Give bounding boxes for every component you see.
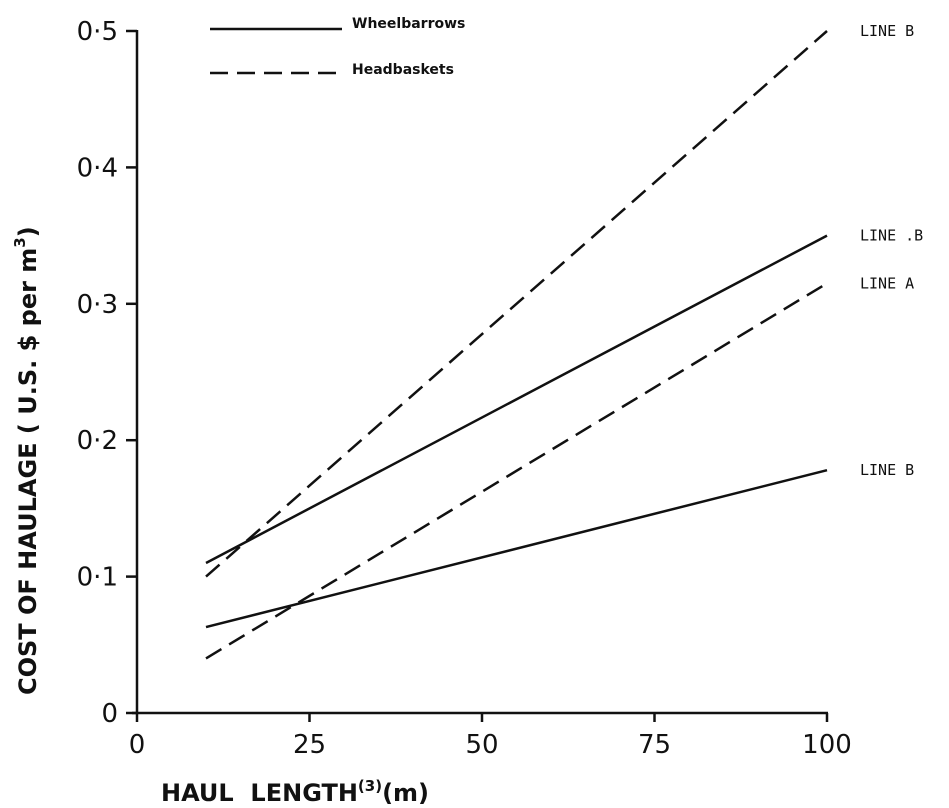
series-line-headbaskets-2 [205, 282, 828, 660]
axes [132, 30, 828, 715]
y-tick-label: 0·3 [77, 290, 118, 320]
x-axis-title-superscript: (3) [358, 777, 382, 795]
series-line-headbaskets-0 [205, 30, 828, 578]
legend-label-headbaskets: Headbaskets [352, 62, 454, 78]
x-tick-label: 0 [129, 730, 146, 760]
series-end-label: LINE B [860, 461, 914, 479]
y-tick-label: 0·5 [77, 17, 118, 47]
series-end-label: LINE A [860, 274, 914, 292]
x-tick-label: 75 [638, 730, 671, 760]
x-axis-title-unit: (m) [382, 779, 429, 807]
legend-label-wheelbarrows: Wheelbarrows [352, 16, 465, 32]
series-line-wheelbarrows-1 [205, 234, 828, 565]
y-tick-label: 0·4 [77, 153, 118, 183]
x-tick-label: 100 [802, 730, 852, 760]
series-end-label: LINE .B [860, 227, 923, 245]
x-axis-title-main: HAUL LENGTH [161, 779, 358, 807]
legend: Wheelbarrows Headbaskets [210, 16, 465, 78]
line-labels: LINE B LINE .B LINE A LINE B [860, 22, 923, 479]
y-axis-title-superscript: 3 [11, 237, 29, 247]
y-ticks: 0 0·1 0·2 0·3 0·4 0·5 [77, 17, 137, 729]
y-tick-label: 0·1 [77, 563, 118, 593]
y-tick-label: 0 [101, 699, 118, 729]
y-axis-title-main: COST OF HAULAGE ( U.S. $ per m [14, 248, 42, 695]
x-tick-label: 25 [293, 730, 326, 760]
series-layer [205, 30, 828, 660]
x-tick-label: 50 [465, 730, 498, 760]
y-axis-title-end: ) [14, 226, 42, 237]
x-ticks: 0 25 50 75 100 [129, 713, 852, 760]
series-line-wheelbarrows-3 [205, 468, 828, 629]
x-axis-title: HAUL LENGTH(3)(m) [161, 777, 429, 807]
y-axis-title: COST OF HAULAGE ( U.S. $ per m3) [11, 226, 42, 695]
y-tick-label: 0·2 [77, 426, 118, 456]
series-end-label: LINE B [860, 22, 914, 40]
